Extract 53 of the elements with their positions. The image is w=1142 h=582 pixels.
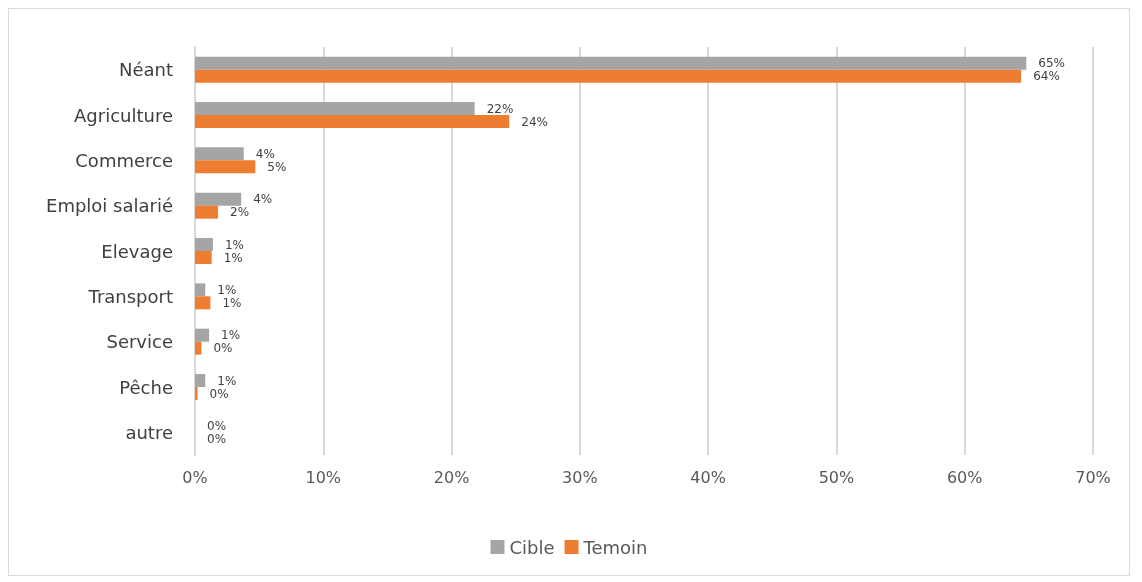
y-tick-label: Agriculture [74, 104, 173, 126]
x-tick-label: 10% [305, 467, 342, 487]
data-label: 65% [1038, 56, 1065, 71]
data-label: 64% [1033, 69, 1060, 84]
bar [195, 205, 219, 219]
bar [195, 192, 242, 206]
data-label: 22% [486, 101, 514, 116]
x-tick-label: 20% [433, 467, 470, 487]
y-tick-label: Elevage [101, 240, 173, 262]
data-label: 1% [223, 250, 243, 265]
bar [195, 160, 256, 174]
y-tick-label: Pêche [119, 376, 173, 398]
data-label: 1% [224, 237, 245, 252]
y-tick-label: Transport [87, 285, 173, 307]
legend-label: Temoin [582, 536, 648, 558]
x-tick-label: 60% [946, 467, 983, 487]
x-tick-label: 0% [182, 467, 208, 487]
x-tick-label: 30% [562, 467, 598, 487]
data-label: 4% [253, 192, 273, 207]
bar [195, 387, 198, 400]
bar [195, 374, 206, 387]
legend-label: Cible [509, 536, 555, 558]
data-label: 0% [213, 341, 233, 356]
data-label: 1% [217, 373, 237, 388]
data-label: 0% [207, 418, 227, 433]
data-label: 5% [267, 159, 287, 174]
data-label: 2% [230, 205, 250, 220]
bar [195, 56, 1027, 70]
data-label: 0% [209, 386, 229, 401]
bar [195, 238, 213, 251]
bar [195, 102, 475, 115]
y-tick-label: Service [106, 331, 173, 353]
data-label: 0% [207, 431, 227, 446]
data-label: 1% [217, 282, 237, 297]
x-tick-label: 50% [818, 467, 855, 487]
y-tick-label: Néant [118, 59, 173, 81]
y-tick-label: Emploi salarié [46, 195, 173, 217]
data-label: 1% [222, 295, 242, 310]
bar [195, 296, 211, 310]
bar [195, 251, 212, 264]
y-tick-label: Commerce [75, 149, 173, 171]
data-label: 1% [221, 328, 241, 343]
bar [195, 69, 1022, 83]
y-tick-label: autre [125, 421, 173, 443]
x-tick-label: 40% [690, 467, 726, 487]
bar [195, 115, 510, 128]
data-label: 24% [521, 114, 548, 129]
bar [195, 147, 244, 161]
bar [195, 328, 210, 342]
bar [195, 341, 202, 355]
bar [195, 283, 206, 297]
x-tick-label: 70% [1075, 467, 1111, 487]
data-label: 4% [255, 146, 275, 161]
